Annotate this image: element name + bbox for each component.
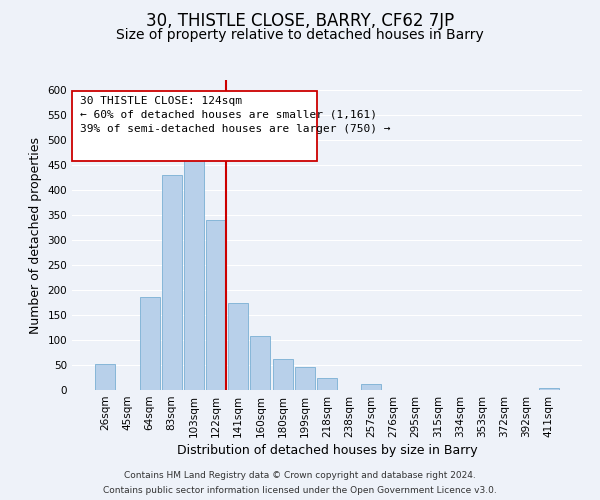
X-axis label: Distribution of detached houses by size in Barry: Distribution of detached houses by size … <box>176 444 478 457</box>
Bar <box>95 364 115 390</box>
FancyBboxPatch shape <box>72 91 317 160</box>
Bar <box>184 154 204 390</box>
Bar <box>228 302 248 390</box>
Bar <box>361 384 382 390</box>
Bar <box>295 367 315 390</box>
Bar <box>140 296 160 390</box>
Text: Size of property relative to detached houses in Barry: Size of property relative to detached ho… <box>116 28 484 42</box>
Bar <box>206 220 226 390</box>
Bar <box>272 359 293 390</box>
Bar <box>317 378 337 390</box>
Text: 30 THISTLE CLOSE: 124sqm
← 60% of detached houses are smaller (1,161)
39% of sem: 30 THISTLE CLOSE: 124sqm ← 60% of detach… <box>80 96 390 134</box>
Text: 30, THISTLE CLOSE, BARRY, CF62 7JP: 30, THISTLE CLOSE, BARRY, CF62 7JP <box>146 12 454 30</box>
Bar <box>539 388 559 390</box>
Bar <box>162 175 182 390</box>
Bar <box>250 336 271 390</box>
Text: Contains HM Land Registry data © Crown copyright and database right 2024.: Contains HM Land Registry data © Crown c… <box>124 471 476 480</box>
Y-axis label: Number of detached properties: Number of detached properties <box>29 136 42 334</box>
Text: Contains public sector information licensed under the Open Government Licence v3: Contains public sector information licen… <box>103 486 497 495</box>
